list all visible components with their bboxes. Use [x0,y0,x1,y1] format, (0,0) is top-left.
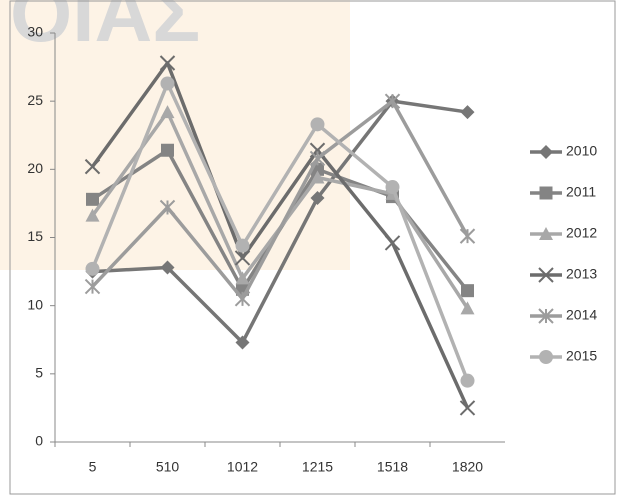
marker [235,238,250,253]
series-line [91,99,470,301]
y-tick-label: 10 [27,296,43,312]
series-line [91,61,470,409]
marker [538,308,554,324]
marker [539,186,553,200]
x-tick-label: 5 [89,459,97,475]
legend-label: 2013 [566,266,597,282]
legend-label: 2011 [566,184,596,200]
x-tick-label: 1215 [302,459,333,475]
y-tick-label: 30 [27,24,43,40]
marker [385,180,400,195]
x-tick-label: 1820 [452,459,483,475]
marker [384,235,401,251]
marker [160,76,175,91]
y-tick-label: 0 [35,433,43,449]
legend-label: 2014 [566,307,597,323]
x-tick-label: 1012 [227,459,258,475]
marker [84,158,101,175]
marker [234,291,251,307]
marker [459,400,476,416]
series-line [90,81,470,382]
marker [310,170,325,184]
frame [9,0,616,495]
marker [384,93,401,109]
series-line [92,99,468,345]
y-tick-label: 15 [27,228,43,244]
marker [539,350,553,364]
marker [460,105,475,120]
y-tick-label: 25 [27,92,43,108]
marker [161,143,174,157]
marker [310,117,325,132]
legend-label: 2015 [566,348,597,364]
marker [160,105,175,119]
marker [234,250,251,266]
x-tick-label: 1518 [377,459,408,475]
legend-label: 2010 [566,143,597,159]
marker [539,227,553,240]
marker [86,192,99,206]
marker [538,267,554,283]
watermark-bg [0,0,350,270]
marker [460,301,475,315]
marker [85,208,100,222]
y-tick-label: 5 [35,365,43,381]
marker [460,373,475,388]
marker [159,55,176,71]
marker [235,271,250,285]
marker [235,335,250,350]
marker [84,278,101,295]
marker [539,145,553,159]
marker [85,261,100,276]
marker [159,199,176,216]
marker [160,260,175,275]
marker [309,150,326,167]
x-tick-label: 510 [156,459,180,475]
marker [461,284,474,298]
y-tick-label: 20 [27,160,43,176]
legend-label: 2012 [566,225,597,241]
marker [459,228,476,244]
marker [310,190,325,205]
watermark: ΟΙΑΣ [10,0,200,58]
